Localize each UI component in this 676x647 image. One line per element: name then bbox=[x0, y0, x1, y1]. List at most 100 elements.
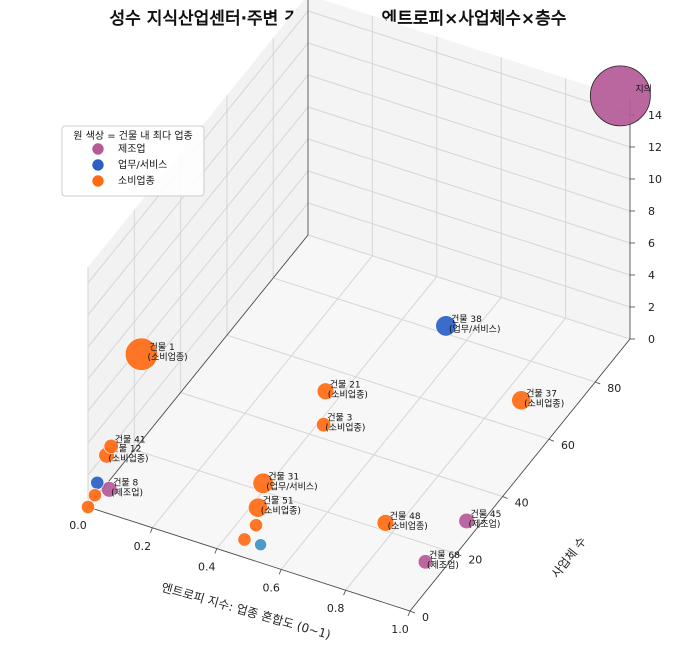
grid-line-y bbox=[226, 334, 550, 440]
data-point-label: 건물 45 bbox=[470, 509, 501, 520]
data-point-label: 건물 21 bbox=[330, 379, 361, 390]
data-point bbox=[124, 337, 158, 371]
x-tick-mark bbox=[407, 610, 411, 617]
grid-line-z bbox=[307, 74, 631, 180]
data-point-label: 건물 38 bbox=[451, 314, 482, 325]
data-point bbox=[589, 65, 651, 127]
data-point bbox=[81, 500, 95, 514]
grid-line-z bbox=[87, 74, 309, 348]
grid-line-z bbox=[87, 170, 309, 444]
z-tick-label: 10 bbox=[648, 173, 662, 186]
grid-line-z bbox=[307, 106, 631, 212]
grid-line-z bbox=[87, 106, 309, 380]
data-point bbox=[435, 315, 457, 337]
z-tick-label: 12 bbox=[648, 141, 662, 154]
y-tick-label: 80 bbox=[607, 382, 621, 395]
data-point bbox=[511, 390, 532, 411]
x-axis-label: 엔트로피 지수: 업종 혼합도 (0~1) bbox=[160, 580, 333, 642]
grid-line-x bbox=[345, 317, 566, 591]
data-point-sublabel: (소비업종) bbox=[148, 352, 188, 363]
y-tick-mark bbox=[548, 438, 555, 442]
floor-edge bbox=[87, 234, 309, 508]
y-axis-label: 사업체 수 bbox=[549, 534, 590, 580]
legend-entry: 소비업종 bbox=[118, 174, 155, 187]
grid-line-y bbox=[180, 391, 503, 497]
grid-line-y bbox=[273, 277, 596, 383]
data-point-label: 건물 37 bbox=[526, 388, 557, 399]
data-point bbox=[249, 518, 263, 533]
data-point bbox=[90, 475, 105, 490]
x-tick-label: 0.2 bbox=[134, 540, 152, 553]
grid-line-z bbox=[87, 138, 309, 412]
data-point bbox=[458, 512, 475, 530]
z-tick-label: 0 bbox=[648, 333, 655, 346]
data-point-sublabel: (소비업종) bbox=[388, 521, 428, 532]
chart-axes: 0.0 0.2 0.4 0.6 0.8 1.0 0 20 40 60 80 0 2 4 6 8 10 12 14 bbox=[69, 0, 662, 636]
legend-title: 원 색상 = 건물 내 최다 업종 bbox=[73, 129, 192, 142]
data-point-sublabel: (제조업) bbox=[111, 487, 143, 498]
data-point bbox=[248, 497, 268, 518]
z-tick-label: 14 bbox=[648, 109, 662, 122]
z-tick-label: 8 bbox=[648, 205, 655, 218]
chart-panes bbox=[88, 0, 630, 611]
data-point bbox=[101, 481, 118, 498]
grid-line-z bbox=[307, 170, 631, 276]
z-tick-label: 6 bbox=[648, 237, 655, 250]
grid-line-z bbox=[307, 202, 631, 308]
y-tick-mark bbox=[409, 610, 416, 614]
data-point-label: 건물 8 bbox=[113, 477, 138, 488]
data-point-label: 건물 51 bbox=[263, 496, 294, 507]
data-point bbox=[376, 514, 395, 532]
z-tick-label: 2 bbox=[648, 301, 655, 314]
y-tick-mark bbox=[595, 381, 601, 385]
legend-marker bbox=[91, 142, 105, 156]
grid-line-z bbox=[307, 138, 631, 244]
data-point bbox=[254, 538, 267, 551]
x-tick-label: 1.0 bbox=[391, 623, 409, 636]
data-point-sublabel: (소비업종) bbox=[328, 389, 368, 400]
y-tick-mark bbox=[502, 496, 508, 499]
data-point-sublabel: (제조업) bbox=[468, 519, 500, 530]
y-axis-line bbox=[409, 338, 631, 612]
floor-pane bbox=[88, 235, 630, 611]
y-tick-label: 20 bbox=[468, 554, 482, 567]
x-tick-label: 0.4 bbox=[198, 561, 216, 574]
x-tick-mark bbox=[150, 527, 153, 533]
data-point-label: 건물 3 bbox=[327, 413, 352, 424]
data-point-sublabel: (소비업종) bbox=[325, 423, 365, 434]
data-point bbox=[103, 438, 119, 454]
x-axis-line bbox=[87, 506, 411, 612]
data-point bbox=[252, 472, 274, 494]
back-wall-pane bbox=[308, 0, 630, 339]
data-point-label: 건물 31 bbox=[268, 471, 299, 482]
data-point-sublabel: (제조업) bbox=[427, 560, 459, 571]
legend-entry: 업무/서비스 bbox=[118, 158, 167, 171]
grid-line-x bbox=[280, 297, 502, 570]
legend-marker bbox=[91, 158, 105, 172]
grid-line-y bbox=[134, 449, 457, 555]
data-point-sublabel: (소비업종) bbox=[261, 506, 301, 517]
data-point-label: 건물 68 bbox=[429, 550, 460, 561]
data-point-label: 건물 12 bbox=[110, 443, 141, 454]
data-point-label: 지의 bbox=[635, 84, 652, 95]
grid-line-z bbox=[307, 42, 631, 148]
x-tick-mark bbox=[343, 590, 346, 596]
grid-line-z bbox=[307, 10, 631, 116]
data-point bbox=[237, 532, 252, 547]
data-point bbox=[316, 382, 335, 400]
data-point-sublabel: (업무/서비스) bbox=[266, 481, 317, 492]
x-tick-label: 0.8 bbox=[327, 602, 345, 615]
y-tick-label: 60 bbox=[561, 439, 575, 452]
x-tick-label: 0.0 bbox=[69, 519, 87, 532]
x-tick-label: 0.6 bbox=[262, 581, 280, 594]
grid-line-z bbox=[87, 202, 309, 476]
data-point-label: 건물 41 bbox=[115, 434, 146, 445]
data-point bbox=[88, 488, 102, 503]
legend-marker bbox=[91, 174, 105, 188]
data-point bbox=[316, 417, 332, 433]
data-point-sublabel: (업무/서비스) bbox=[449, 324, 500, 335]
data-point-label: 건물 48 bbox=[390, 511, 421, 522]
